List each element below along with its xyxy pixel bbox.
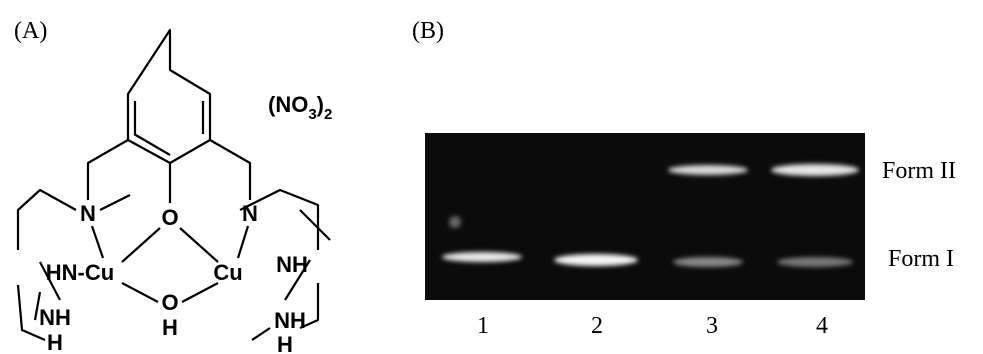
band bbox=[673, 257, 743, 267]
band bbox=[668, 165, 748, 175]
panel-a-label: (A) bbox=[14, 18, 47, 44]
atom-label: H bbox=[162, 315, 178, 340]
atom-label: N bbox=[242, 201, 258, 226]
panel-b-label: (B) bbox=[412, 18, 444, 44]
band bbox=[442, 252, 522, 262]
lane-label: 3 bbox=[706, 313, 718, 339]
atom-label: NH bbox=[39, 305, 71, 330]
band bbox=[771, 164, 859, 176]
counter-ion-subscript: 3 bbox=[308, 106, 316, 123]
atom-label: NH bbox=[276, 252, 308, 277]
counter-ion-part: (NO bbox=[268, 92, 308, 117]
band bbox=[777, 257, 853, 267]
form-label: Form I bbox=[888, 246, 954, 272]
atom-label: O bbox=[161, 290, 178, 315]
form-label: Form II bbox=[882, 158, 956, 184]
figure: (A) (B) NONHN-CuCuNHOHNHHNHH (NO3)2 1234… bbox=[0, 0, 983, 354]
atom-label: Cu bbox=[213, 260, 242, 285]
lane-label: 1 bbox=[477, 313, 489, 339]
atom-label: H bbox=[277, 332, 293, 354]
counter-ion-subscript: 2 bbox=[324, 106, 332, 123]
gel bbox=[425, 133, 865, 300]
lane-label: 4 bbox=[816, 313, 828, 339]
atom-label: N bbox=[80, 201, 96, 226]
atom-label: O bbox=[161, 205, 178, 230]
atom-label: H bbox=[47, 330, 63, 354]
spot bbox=[449, 216, 461, 228]
band bbox=[554, 254, 638, 266]
counter-ion-part: ) bbox=[317, 92, 324, 117]
lane-label: 2 bbox=[591, 313, 603, 339]
atom-label: NH bbox=[274, 308, 306, 333]
atom-label: HN-Cu bbox=[46, 260, 114, 285]
